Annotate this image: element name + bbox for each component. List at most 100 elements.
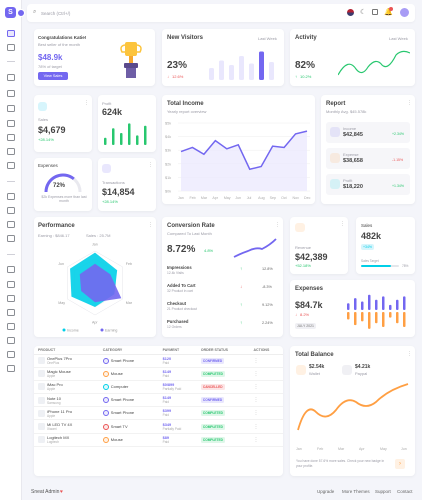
status-cell: CANCELLED: [196, 380, 250, 395]
expenses-small-card: Expenses 72% $2k Expenses more than last…: [34, 158, 92, 211]
table-row[interactable]: OnePlus 7Pro OnePlus Smart Phone $120 Paid…: [34, 354, 283, 368]
table-row[interactable]: Magic Mouse Apple Mouse $149 Paid COMPLETE…: [34, 367, 283, 381]
product-cell: Magic Mouse Apple: [34, 367, 99, 381]
conversion-change: 4.8%: [204, 248, 214, 253]
sidebar-item-ui-icon[interactable]: [7, 281, 15, 288]
table-header-cell: CATEGORY: [98, 346, 159, 355]
sidebar-item-invoice-icon[interactable]: [7, 134, 15, 141]
income-x-tick: Aug: [258, 196, 264, 200]
sidebar-item-maps-icon[interactable]: [7, 365, 15, 372]
sales-menu-icon[interactable]: ⋮: [84, 100, 89, 106]
product-image: [38, 383, 45, 391]
table-row[interactable]: Mi LED TV 4X Xiaomi Smart TV $349 Partiall…: [34, 419, 283, 434]
visitors-bar-chart: [209, 51, 274, 80]
sidebar-item-cards-icon[interactable]: [7, 266, 15, 273]
performance-menu-icon[interactable]: ⋮: [148, 222, 153, 228]
sidebar-item-tables-icon[interactable]: [7, 337, 15, 344]
row-actions-icon[interactable]: ⋮: [253, 397, 259, 404]
row-actions-icon[interactable]: ⋮: [253, 423, 259, 430]
row-actions-icon[interactable]: ⋮: [253, 357, 259, 364]
sidebar-item-wizard-icon[interactable]: [7, 221, 15, 228]
total-balance-next-button[interactable]: ›: [395, 459, 405, 469]
revenue-menu-icon[interactable]: ⋮: [340, 221, 345, 227]
dark-mode-icon[interactable]: ☾: [360, 9, 367, 16]
status-cell: CONFIRMED: [196, 354, 250, 368]
conversion-row-value: -8.3%: [262, 284, 272, 289]
sidebar-item-kanban-icon[interactable]: [7, 120, 15, 127]
performance-earning: Earning : $846.17: [38, 233, 70, 238]
balance-x-tick: Mar: [338, 447, 345, 451]
payment-cell: $89 Paid: [158, 433, 197, 447]
sales-card-value: 482k: [361, 231, 382, 241]
sidebar-item-icons-icon[interactable]: [7, 309, 15, 316]
legend-earning: Earning: [105, 329, 117, 333]
row-actions-icon[interactable]: ⋮: [253, 370, 259, 377]
search-icon[interactable]: ⌕: [33, 9, 37, 15]
conversion-menu-icon[interactable]: ⋮: [275, 222, 280, 228]
conversion-row-value: 2.24%: [262, 320, 273, 325]
sidebar-item-dashboard-icon[interactable]: [7, 30, 15, 37]
table-body: OnePlus 7Pro OnePlus Smart Phone $120 Paid…: [34, 354, 283, 447]
report-menu-icon[interactable]: ⋮: [407, 100, 412, 106]
trend-up-icon: ↑: [240, 302, 243, 307]
product-cell: Logitech MX Logitech: [34, 433, 99, 447]
sidebar-item-extended-icon[interactable]: [7, 295, 15, 302]
logo-icon[interactable]: S: [5, 7, 16, 18]
footer-link-themes[interactable]: More Themes: [342, 489, 370, 494]
sales-card-badge: +34%: [361, 244, 375, 250]
expenses-bar-up: [354, 298, 357, 310]
congratulations-card: Congratulations Katie! Best seller of th…: [34, 29, 155, 86]
table-row[interactable]: iPhone 11 Pro Apple Smart Phone $399 Paid …: [34, 406, 283, 421]
category-icon: [102, 397, 109, 404]
trend-up-icon: ↑: [240, 266, 243, 271]
status-cell: COMPLETED: [196, 419, 250, 434]
sidebar-item-auth-icon[interactable]: [7, 207, 15, 214]
row-actions-icon[interactable]: ⋮: [253, 436, 259, 443]
collapse-toggle-icon[interactable]: [17, 9, 25, 17]
sidebar-item-users-icon[interactable]: [7, 148, 15, 155]
sidebar-item-modal-icon[interactable]: [7, 235, 15, 242]
user-avatar[interactable]: [399, 7, 410, 18]
product-name: Mi LED TV 4X: [47, 422, 73, 428]
sidebar-item-email-icon[interactable]: [7, 74, 15, 81]
row-actions-icon[interactable]: ⋮: [253, 383, 259, 390]
footer-link-contact[interactable]: Contact: [397, 489, 413, 494]
sidebar-item-roles-icon[interactable]: [7, 162, 15, 169]
row-actions-icon[interactable]: ⋮: [253, 410, 259, 417]
visitors-bar: [229, 65, 234, 80]
profit-small-value: 624k: [102, 107, 123, 117]
table-row[interactable]: Logitech MX Logitech Mouse $89 Paid COMPLE…: [34, 433, 283, 447]
transactions-menu-icon[interactable]: ⋮: [148, 162, 153, 168]
footer-link-upgrade[interactable]: Upgrade: [317, 489, 335, 494]
sidebar-divider: [7, 254, 15, 255]
product-brand: Apple: [47, 387, 56, 392]
actions-cell: ⋮: [249, 393, 283, 408]
expenses-bar-up: [403, 296, 406, 310]
footer-brand[interactable]: Sneat Admin: [31, 489, 60, 495]
profit-bar: [136, 135, 139, 145]
table-row[interactable]: Note 10 Samsung Smart Phone $149 Paid CONF…: [34, 393, 283, 408]
profit-bar: [128, 123, 131, 145]
product-brand: Xiaomi: [47, 427, 57, 432]
sidebar-item-pages-icon[interactable]: [7, 193, 15, 200]
footer-link-support[interactable]: Support: [375, 489, 391, 494]
notification-bell-icon[interactable]: 🔔: [384, 9, 393, 16]
language-flag-icon[interactable]: [347, 9, 354, 16]
product-cell: Note 10 Samsung: [34, 393, 99, 408]
total-balance-menu-icon[interactable]: ⋮: [407, 351, 412, 357]
category-label: Smart Phone: [110, 410, 135, 416]
sidebar-item-calendar-icon[interactable]: [7, 105, 15, 112]
congrats-target: 78% of target: [38, 64, 62, 69]
shortcuts-icon[interactable]: [372, 9, 378, 15]
table-row[interactable]: iMac Pro Apple Computer $0/899 Partially P…: [34, 380, 283, 395]
sidebar-item-layouts-icon[interactable]: [7, 44, 15, 51]
sidebar-item-chat-icon[interactable]: [7, 90, 15, 97]
product-table: PRODUCT CATEGORY PAYMENT ORDER STATUS ACTION…: [34, 346, 283, 447]
sidebar-item-charts-icon[interactable]: [7, 351, 15, 358]
view-sales-button[interactable]: View Sales: [38, 72, 68, 80]
legend-income: Income: [67, 329, 79, 333]
sidebar-item-forms-icon[interactable]: [7, 323, 15, 330]
report-item-value: $42,845: [343, 132, 363, 138]
topbar: ⌕ Search (Ctrl+/) ☾ 🔔: [27, 4, 415, 22]
search-input[interactable]: Search (Ctrl+/): [41, 10, 71, 16]
